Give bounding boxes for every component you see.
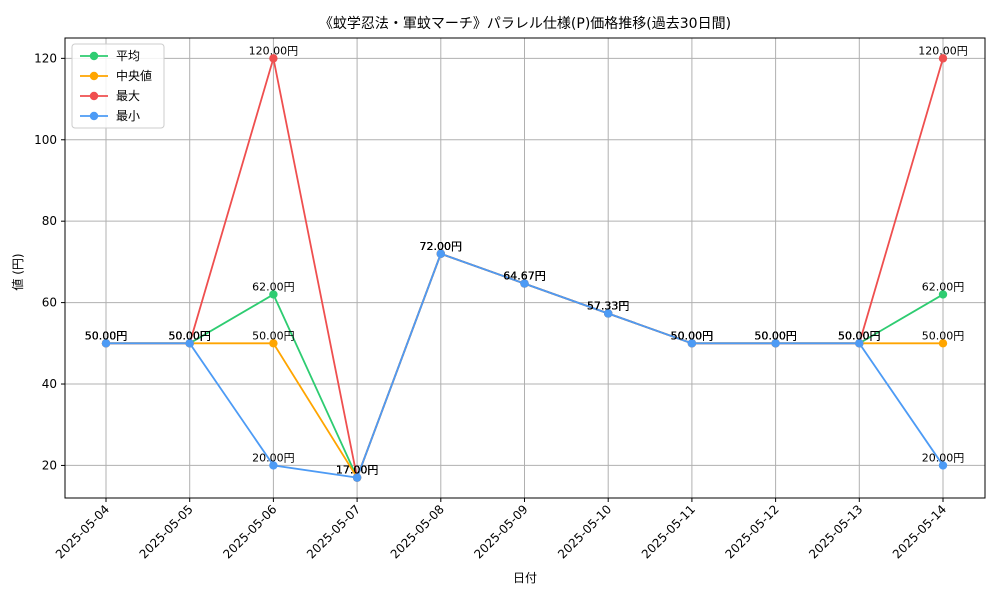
y-tick-label: 100 [34, 133, 57, 147]
data-point [436, 249, 445, 258]
chart-title: 《蚊学忍法・軍蚊マーチ》パラレル仕様(P)価格推移(過去30日間) [319, 16, 731, 32]
data-label: 50.00円 [168, 329, 211, 342]
data-label: 50.00円 [671, 329, 714, 342]
data-label: 72.00円 [420, 240, 463, 253]
legend-label: 平均 [116, 49, 140, 63]
data-label: 57.33円 [587, 299, 630, 312]
data-point [771, 339, 780, 348]
legend-label: 最小 [116, 109, 140, 123]
data-label: 50.00円 [168, 329, 211, 342]
data-label: 50.00円 [838, 329, 881, 342]
data-label: 62.00円 [252, 280, 295, 293]
data-label: 50.00円 [838, 329, 881, 342]
data-point [269, 339, 278, 348]
data-label: 17.00円 [336, 464, 379, 477]
data-label: 50.00円 [671, 329, 714, 342]
y-axis-title: 値 (円) [10, 253, 25, 290]
legend-marker [89, 51, 99, 61]
data-label: 64.67円 [503, 270, 546, 283]
data-point [269, 54, 278, 63]
data-point [938, 290, 948, 299]
legend-marker [89, 71, 99, 81]
x-axis-title: 日付 [513, 571, 537, 585]
data-label: 72.00円 [420, 240, 463, 253]
data-label: 120.00円 [918, 44, 968, 57]
legend-label: 最大 [116, 89, 140, 103]
data-label: 50.00円 [838, 329, 881, 342]
data-label: 50.00円 [85, 329, 128, 342]
data-point [520, 279, 529, 288]
data-label: 50.00円 [85, 329, 128, 342]
series-lines [101, 54, 948, 482]
data-label: 72.00円 [420, 240, 463, 253]
y-tick-label: 40 [42, 377, 57, 391]
legend-marker [89, 111, 99, 121]
data-label: 64.67円 [503, 270, 546, 283]
data-point [938, 339, 948, 348]
grid [65, 38, 985, 498]
data-label: 57.33円 [587, 299, 630, 312]
data-label: 72.00円 [420, 240, 463, 253]
data-label: 62.00円 [922, 280, 965, 293]
legend-marker [89, 91, 99, 101]
y-tick-label: 120 [34, 51, 57, 65]
legend-box [71, 43, 165, 129]
y-tick-label: 20 [42, 458, 57, 472]
data-label: 50.00円 [754, 329, 797, 342]
y-tick-label: 80 [42, 214, 57, 228]
data-label: 50.00円 [671, 329, 714, 342]
data-point [101, 339, 111, 348]
data-point [185, 339, 194, 348]
y-tick-label: 60 [42, 296, 57, 310]
series-最小 [101, 249, 948, 482]
data-point [938, 54, 948, 63]
data-point [938, 461, 948, 470]
data-point [604, 309, 613, 318]
data-label: 20.00円 [922, 451, 965, 464]
data-label: 50.00円 [754, 329, 797, 342]
data-label: 64.67円 [503, 270, 546, 283]
data-label: 50.00円 [754, 329, 797, 342]
data-label: 120.00円 [249, 44, 299, 57]
data-label: 50.00円 [754, 329, 797, 342]
data-point [269, 461, 278, 470]
data-label: 17.00円 [336, 464, 379, 477]
data-label: 50.00円 [168, 329, 211, 342]
data-label: 50.00円 [168, 329, 211, 342]
data-label: 20.00円 [252, 451, 295, 464]
data-label: 50.00円 [252, 329, 295, 342]
data-labels: 50.00円 50.00円 62.00円 17.00円 72.00円 64.67円 57.3… [85, 44, 968, 476]
data-label: 57.33円 [587, 299, 630, 312]
data-point [687, 339, 697, 348]
data-label: 50.00円 [671, 329, 714, 342]
data-label: 17.00円 [336, 464, 379, 477]
data-label: 50.00円 [838, 329, 881, 342]
legend-label: 中央値 [116, 68, 152, 83]
data-point [269, 290, 278, 299]
data-label: 57.33円 [587, 299, 630, 312]
data-point [855, 339, 864, 348]
data-point [352, 473, 362, 482]
data-label: 17.00円 [336, 464, 379, 477]
data-label: 50.00円 [922, 329, 965, 342]
data-label: 50.00円 [85, 329, 128, 342]
data-label: 50.00円 [85, 329, 128, 342]
data-label: 64.67円 [503, 270, 546, 283]
